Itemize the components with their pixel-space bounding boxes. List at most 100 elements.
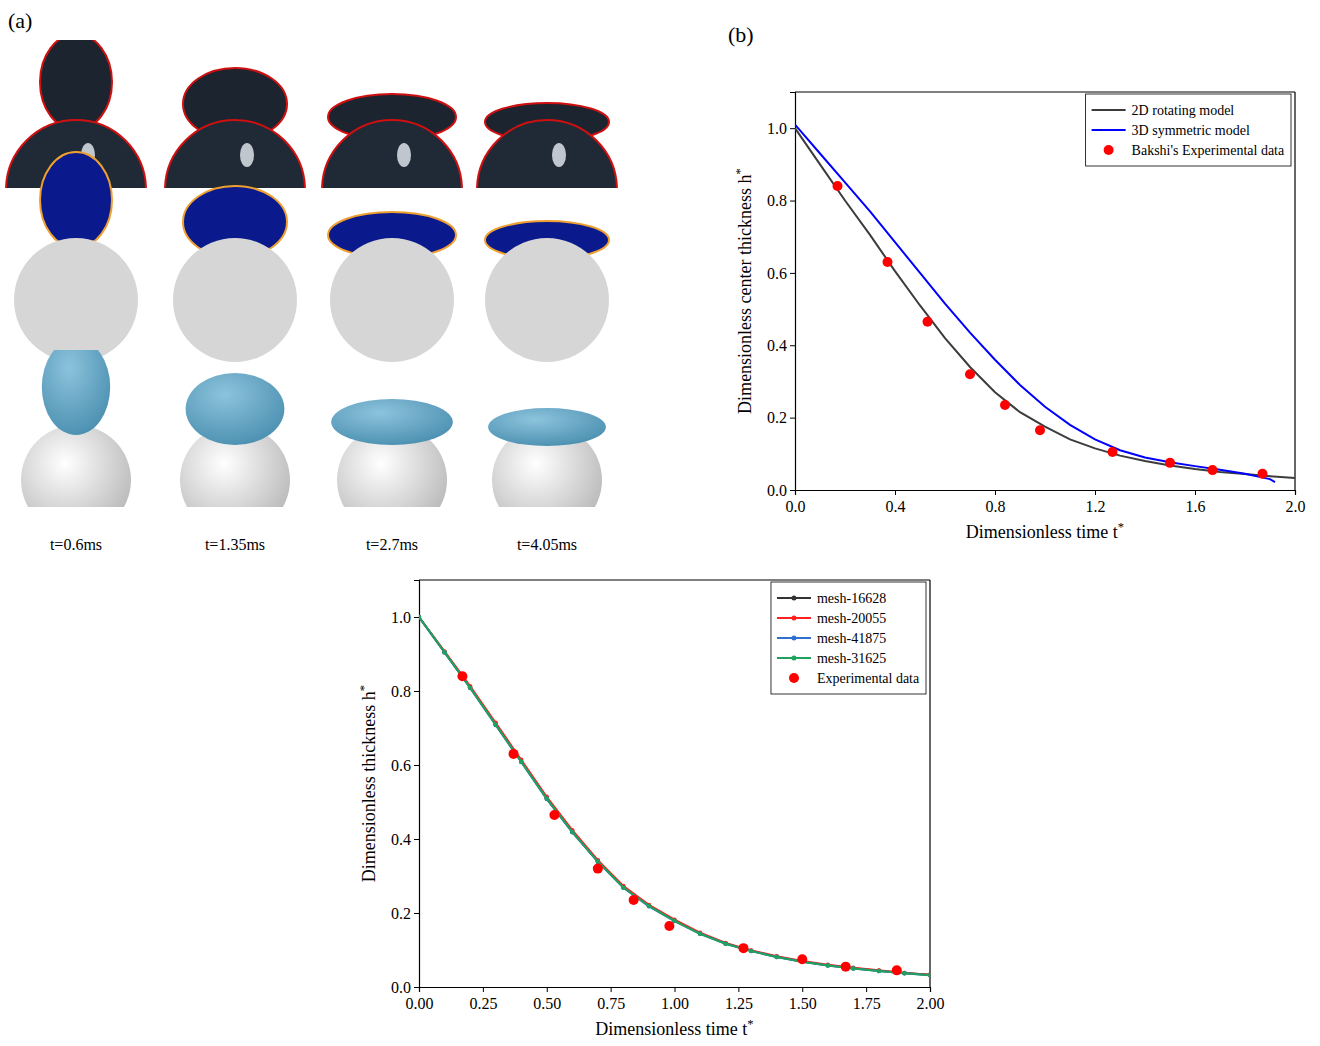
legend-label: 3D symmetric model [1132, 123, 1250, 138]
x-tick-mark [995, 490, 996, 495]
data-point [1108, 447, 1118, 457]
line-marker [775, 955, 779, 959]
legend-label: mesh-31625 [817, 651, 886, 666]
line-marker [826, 963, 830, 967]
y-tick: 1.0 [391, 609, 419, 626]
line-marker [877, 969, 881, 973]
panel-a-images: t=0.6mst=1.35mst=2.7mst=4.05ms [6, 34, 617, 553]
line-marker [621, 885, 625, 889]
x-tick-label: 0.25 [469, 995, 497, 1012]
line-marker [442, 650, 446, 654]
x-tick-label: 0.75 [597, 995, 625, 1012]
y-tick: 0.0 [767, 482, 795, 499]
panel-label: (a) [8, 8, 32, 33]
x-tick: 0.75 [597, 987, 625, 1012]
x-tick: 2.00 [917, 987, 945, 1012]
line-marker [902, 971, 906, 975]
series-line [419, 617, 930, 975]
y-tick: 0.4 [767, 337, 795, 354]
time-label: t=2.7ms [366, 536, 418, 553]
legend-marker [791, 656, 796, 661]
y-tick: 0.6 [391, 757, 419, 774]
y-tick-mark [414, 617, 419, 618]
x-tick: 2.0 [1286, 490, 1306, 515]
line-marker [493, 722, 497, 726]
data-point [509, 749, 519, 759]
y-axis-line [414, 581, 420, 988]
line-marker [928, 973, 930, 977]
y-tick-label: 0.2 [391, 905, 411, 922]
y-tick-label: 0.8 [391, 683, 411, 700]
y-tick-mark [790, 490, 795, 491]
sim3d-sphere [21, 425, 131, 507]
series-line [795, 128, 1295, 478]
y-tick-mark [790, 345, 795, 346]
line-marker [928, 973, 930, 977]
data-point [1165, 458, 1175, 468]
x-tick: 1.00 [661, 987, 689, 1012]
data-point [593, 864, 603, 874]
y-tick-label: 0.6 [767, 265, 787, 282]
simulation-3d-row [21, 350, 606, 507]
photo-droplet [40, 40, 112, 130]
x-tick: 0.25 [469, 987, 497, 1012]
x-axis: 0.000.250.500.751.001.251.501.752.00 [406, 987, 945, 1012]
x-tick: 0.4 [886, 490, 906, 515]
photo-sphere [477, 120, 617, 188]
x-tick: 1.75 [853, 987, 881, 1012]
legend-marker [791, 596, 796, 601]
y-tick-label: 0.4 [391, 831, 411, 848]
sim-sphere [485, 238, 609, 362]
data-point [965, 369, 975, 379]
line-marker [647, 904, 651, 908]
legend-label: Bakshi's Experimental data [1132, 143, 1285, 158]
data-point [738, 943, 748, 953]
x-axis-line [796, 491, 1296, 496]
line-marker [877, 969, 881, 973]
x-tick-label: 2.00 [917, 995, 945, 1012]
plot-area [795, 125, 1295, 482]
legend-label: mesh-41875 [817, 631, 886, 646]
data-point [629, 895, 639, 905]
photo-sphere [322, 120, 462, 188]
y-tick-mark [414, 691, 419, 692]
line-marker [902, 971, 906, 975]
photo-highlight [552, 143, 566, 167]
line-marker [698, 931, 702, 935]
y-tick: 0.8 [391, 683, 419, 700]
x-axis-title: Dimensionless time t* [966, 520, 1124, 542]
line-marker [826, 963, 830, 967]
x-tick-label: 2.0 [1286, 498, 1306, 515]
x-tick-label: 0.4 [886, 498, 906, 515]
data-point [797, 954, 807, 964]
sim3d-droplet [186, 373, 285, 445]
y-tick: 0.2 [767, 409, 795, 426]
x-axis: 0.00.40.81.21.62.0 [786, 490, 1306, 515]
x-tick-mark [866, 987, 867, 992]
y-tick-mark [414, 765, 419, 766]
x-tick: 1.6 [1186, 490, 1206, 515]
sim3d-droplet [42, 350, 110, 435]
y-tick: 0.6 [767, 265, 795, 282]
line-marker [928, 973, 930, 977]
x-tick-mark [611, 987, 612, 992]
data-point [892, 965, 902, 975]
legend-box [1086, 94, 1291, 166]
line-marker [928, 973, 930, 977]
y-tick: 1.0 [767, 120, 795, 137]
legend-label: Experimental data [817, 671, 920, 686]
sim-sphere [330, 238, 454, 362]
legend-marker [791, 636, 796, 641]
y-tick-label: 1.0 [767, 120, 787, 137]
line-marker [723, 941, 727, 945]
series-line [419, 617, 930, 975]
x-tick-label: 1.2 [1086, 498, 1106, 515]
x-tick-mark [1295, 490, 1296, 495]
photo-highlight [240, 143, 254, 167]
data-point [833, 181, 843, 191]
line-marker [851, 966, 855, 970]
plot-frame [795, 91, 1295, 92]
line-marker [749, 948, 753, 952]
legend-marker [789, 673, 799, 683]
data-point [841, 962, 851, 972]
